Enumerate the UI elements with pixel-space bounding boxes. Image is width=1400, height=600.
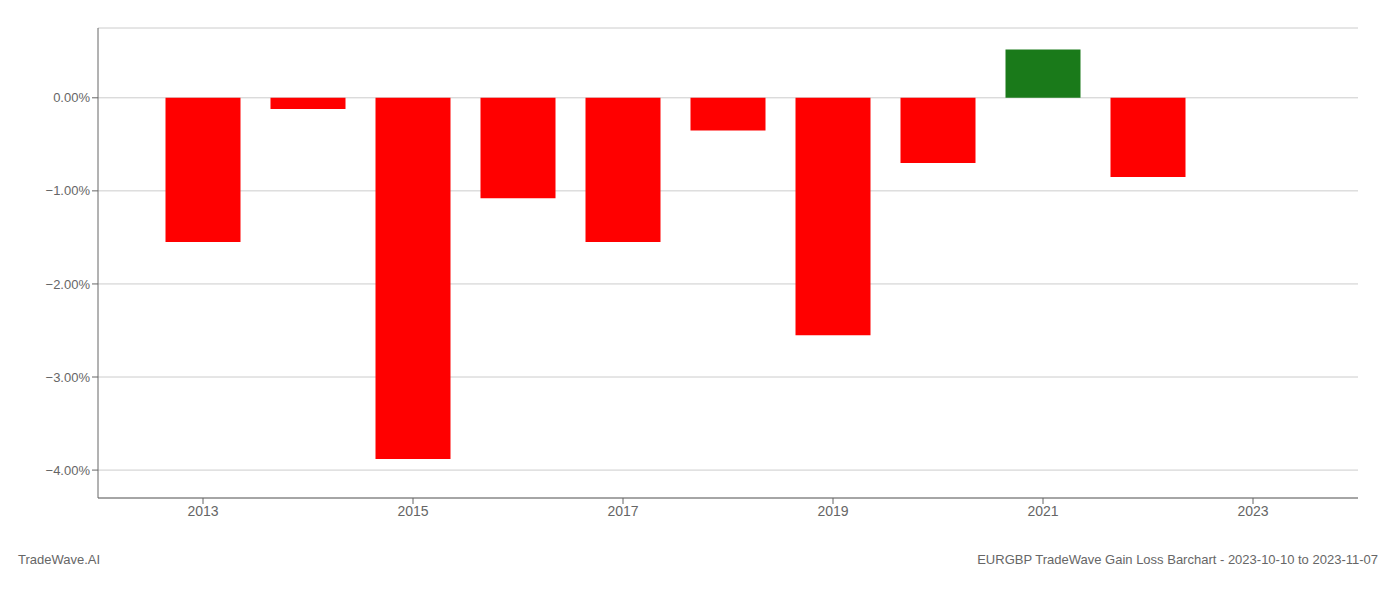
- html-text:EURGBP TradeWave Gain Loss Bar: EURGBP TradeWave Gain Loss Barchart - 20…: [977, 552, 1378, 567]
- svg-text:2019: 2019: [817, 503, 848, 519]
- svg-text:−2.00%: −2.00%: [46, 277, 91, 292]
- svg-text:2023: 2023: [1237, 503, 1268, 519]
- html-text:TradeWave.AI: TradeWave.AI: [18, 552, 101, 567]
- svg-text:−1.00%: −1.00%: [46, 183, 91, 198]
- svg-text:2015: 2015: [397, 503, 428, 519]
- svg-text:2021: 2021: [1027, 503, 1058, 519]
- svg-text:−3.00%: −3.00%: [46, 370, 91, 385]
- svg-text:−4.00%: −4.00%: [46, 463, 91, 478]
- svg-text:0.00%: 0.00%: [53, 90, 90, 105]
- svg-text:2017: 2017: [607, 503, 638, 519]
- svg-text:2013: 2013: [187, 503, 218, 519]
